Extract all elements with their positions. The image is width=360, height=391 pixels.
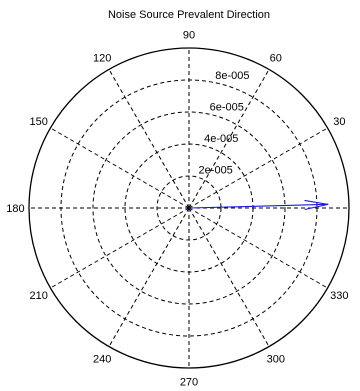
angle-tick-label: 300	[267, 353, 285, 365]
direction-arrow	[189, 200, 328, 209]
angle-tick-label: 30	[333, 116, 345, 128]
angle-tick-label: 60	[270, 53, 282, 65]
angle-tick-label: 180	[6, 203, 24, 215]
spoke-120	[109, 69, 189, 208]
radial-tick-label: 4e-005	[204, 133, 238, 145]
angle-tick-label: 240	[93, 353, 111, 365]
radial-tick-labels: 2e-005 4e-005 6e-005 8e-005	[199, 70, 250, 177]
angle-tick-label: 90	[183, 29, 195, 41]
spoke-150	[50, 128, 189, 208]
spoke-210	[50, 208, 189, 288]
chart-title: Noise Source Prevalent Direction	[0, 9, 360, 21]
series-layer	[189, 200, 328, 209]
spoke-300	[189, 208, 269, 347]
radial-tick-label: 2e-005	[199, 164, 233, 176]
angle-tick-label: 270	[180, 377, 198, 386]
spoke-240	[109, 208, 189, 347]
angle-tick-label: 150	[29, 116, 47, 128]
spoke-330	[189, 208, 328, 288]
radial-tick-label: 8e-005	[215, 70, 249, 82]
angle-tick-label: 330	[330, 290, 348, 302]
radial-tick-label: 6e-005	[210, 101, 244, 113]
angle-tick-label: 120	[93, 53, 111, 65]
angle-tick-label: 210	[29, 290, 47, 302]
